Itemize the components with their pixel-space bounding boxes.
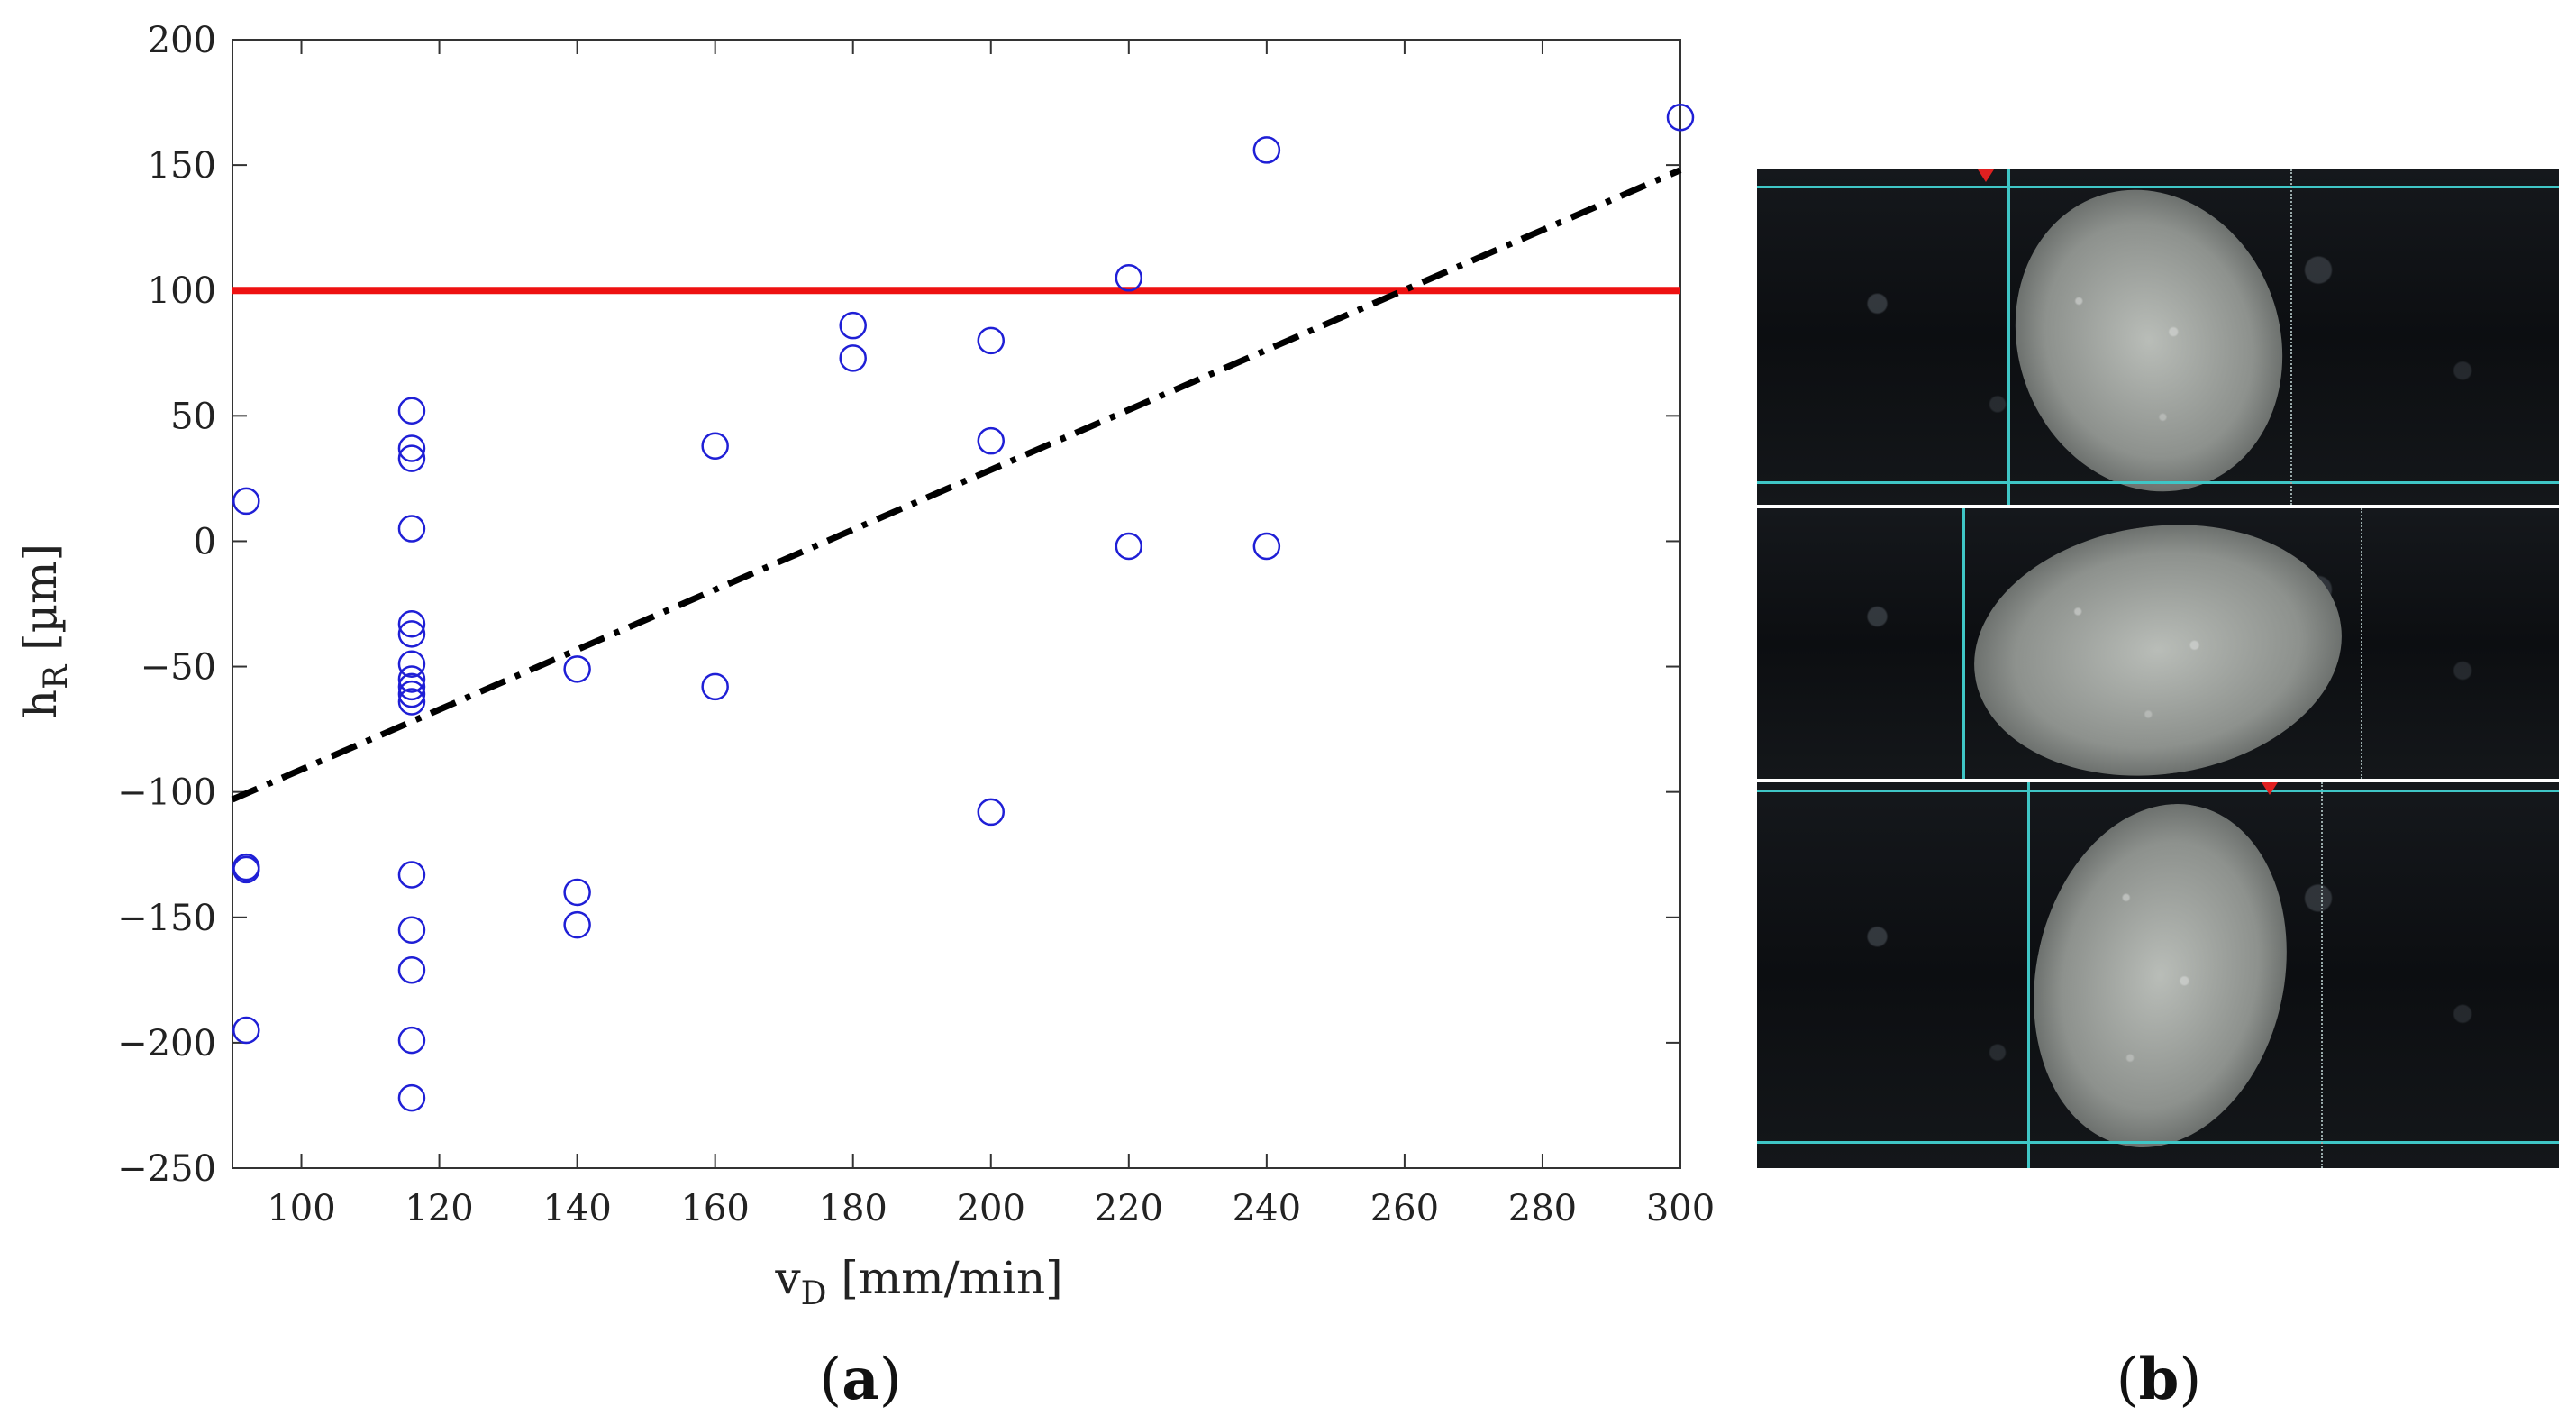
micrograph-bottom [1757,782,2559,1168]
y-tick-label: −200 [117,1023,216,1064]
data-point [563,655,591,683]
data-point [1666,103,1695,132]
micrograph-top [1757,169,2559,505]
data-series [231,103,1695,1112]
grid-line [1757,1141,2559,1144]
data-point [397,1026,426,1055]
y-tick-label: 100 [148,270,216,312]
deposit-blob [1957,508,2359,779]
data-point [397,650,426,679]
data-point [397,610,426,638]
data-point [397,688,426,716]
data-point [977,798,1006,827]
x-tick-label: 260 [1370,1188,1439,1229]
y-tick-label: −250 [117,1148,216,1190]
data-point [977,326,1006,355]
y-axis-ticks: −250 −200 −150 −100 −50 0 50 100 150 200 [117,20,1680,1190]
data-point [397,672,426,701]
grid-line [1962,508,1965,779]
x-tick-label: 200 [957,1188,1025,1229]
data-point [1115,532,1143,561]
data-point [397,397,426,425]
data-point [563,878,591,907]
x-tick-label: 300 [1646,1188,1715,1229]
data-point [977,426,1006,455]
grid-line [2361,508,2362,779]
y-tick-label: −150 [117,898,216,939]
x-axis-ticks: 100 120 140 160 180 200 220 240 260 280 300 [267,40,1715,1229]
y-tick-label: 150 [148,145,216,187]
data-point [397,434,426,462]
data-point [701,672,729,701]
data-point [397,916,426,944]
x-tick-label: 220 [1095,1188,1163,1229]
panel-label-a: (a) [819,1346,901,1413]
x-tick-label: 100 [267,1188,335,1229]
data-point [701,432,729,460]
data-point [232,487,260,516]
deposit-blob [1973,169,2325,505]
grid-line [1757,186,2559,188]
x-tick-label: 240 [1233,1188,1301,1229]
data-point [397,1083,426,1112]
x-tick-label: 140 [542,1188,611,1229]
y-tick-label: −100 [117,772,216,814]
x-tick-label: 280 [1508,1188,1577,1229]
micrograph-middle [1757,508,2559,779]
data-point [232,1016,260,1045]
divider [1757,505,2559,508]
trend-line [231,167,1682,803]
grid-line [2321,782,2323,1168]
panel-label-b: (b) [2116,1346,2202,1413]
y-tick-label: −50 [141,647,216,689]
grid-line [2007,169,2010,505]
y-tick-label: 50 [170,396,216,437]
grid-line [1757,790,2559,792]
grid-line [2027,782,2030,1168]
data-point [397,680,426,708]
divider [1757,779,2559,782]
x-tick-label: 180 [819,1188,887,1229]
data-point [397,444,426,472]
data-point [1252,532,1281,561]
y-axis-title: hR [µm] [14,544,75,718]
grid-line [2290,169,2292,505]
y-tick-label: 200 [148,20,216,61]
data-point [397,620,426,648]
plot-frame [232,39,1681,1169]
position-marker [1978,169,1994,182]
micrograph-panel [1757,169,2559,1168]
data-point [397,515,426,543]
data-point [1252,136,1281,164]
data-point [397,955,426,984]
data-point [839,344,867,372]
x-tick-label: 120 [405,1188,473,1229]
data-point [839,311,867,340]
x-axis-title: vD [mm/min] [774,1252,1062,1312]
plot-area [232,39,1681,1169]
grid-line [1757,481,2559,484]
data-point [397,665,426,693]
data-point [1115,264,1143,292]
data-point [563,910,591,939]
deposit-blob [2002,782,2318,1168]
position-marker [2262,782,2278,795]
data-point [232,855,260,884]
y-tick-label: 0 [194,521,216,562]
x-tick-label: 160 [680,1188,749,1229]
data-point [397,861,426,889]
